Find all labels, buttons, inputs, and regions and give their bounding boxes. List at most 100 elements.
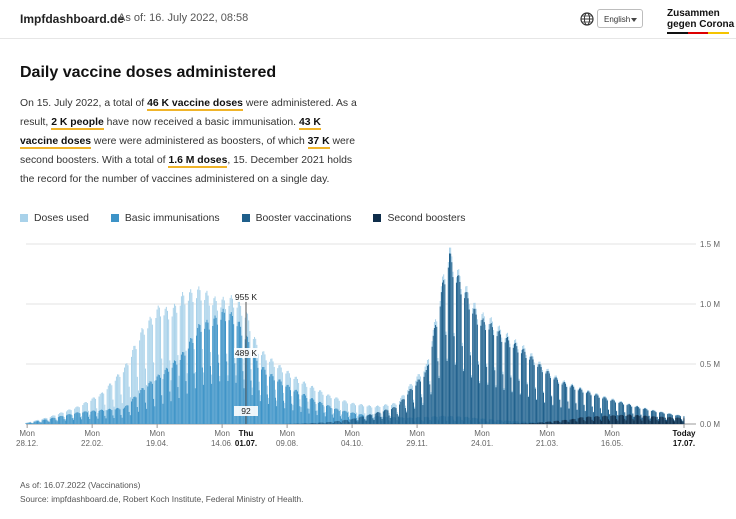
bar-second <box>642 421 643 424</box>
bar-second <box>614 415 615 424</box>
bar-basic <box>278 380 279 424</box>
x-tick-label: Mon <box>149 429 165 438</box>
legend-item-basic-immunisations[interactable]: Basic immunisations <box>111 211 220 225</box>
legend-label: Booster vaccinations <box>256 213 352 224</box>
bar-booster <box>476 315 477 424</box>
bar-booster <box>374 420 375 424</box>
site-name[interactable]: Impfdashboard.de <box>20 12 124 26</box>
legend-item-doses-used[interactable]: Doses used <box>20 211 89 225</box>
bar-booster <box>564 382 565 424</box>
bar-basic <box>104 416 105 424</box>
legend-swatch <box>242 214 250 222</box>
bar-booster <box>464 298 465 424</box>
bar-booster <box>524 352 525 424</box>
bar-second <box>570 420 571 424</box>
bar-second <box>675 418 676 424</box>
bar-booster <box>368 415 369 424</box>
bar-booster <box>415 386 416 424</box>
bar-second <box>628 415 629 424</box>
bar-basic <box>111 410 112 424</box>
bar-basic <box>327 405 328 424</box>
bar-second <box>552 423 553 424</box>
language-select[interactable]: English <box>597 9 643 28</box>
bar-booster <box>363 417 364 424</box>
bar-second <box>596 416 597 424</box>
bar-basic <box>140 390 141 424</box>
bar-basic <box>44 420 45 424</box>
bar-basic <box>299 406 300 424</box>
bar-second <box>615 416 616 424</box>
bar-booster <box>361 417 362 425</box>
bar-basic <box>30 423 31 424</box>
bar-second <box>674 421 675 424</box>
bar-basic <box>287 385 288 424</box>
bar-basic <box>108 409 109 424</box>
zusammen-gegen-corona-logo[interactable]: Zusammen gegen Corona <box>667 8 734 34</box>
bar-booster <box>456 283 457 424</box>
bar-second <box>580 417 581 424</box>
daily-doses-chart[interactable]: 0.0 M0.5 M1.0 M1.5 M Mon28.12.Mon22.02.M… <box>0 228 736 466</box>
bar-second <box>542 422 543 424</box>
bar-booster <box>520 394 521 424</box>
legend-label: Basic immunisations <box>125 213 220 224</box>
bar-basic <box>174 360 175 424</box>
globe-icon[interactable] <box>580 12 594 26</box>
bar-basic <box>288 385 289 424</box>
bar-basic <box>268 404 269 424</box>
bar-basic <box>103 411 104 424</box>
y-tick-label: 0.5 M <box>700 360 720 369</box>
bar-booster <box>455 365 456 424</box>
bar-booster <box>403 399 404 424</box>
bar-basic <box>83 412 84 424</box>
bar-booster <box>404 399 405 424</box>
bar-second <box>680 418 681 424</box>
bar-basic <box>251 381 252 424</box>
bar-second <box>557 421 558 424</box>
bar-booster <box>318 423 319 424</box>
bar-booster <box>437 361 438 424</box>
bar-second <box>646 416 647 424</box>
bar-booster <box>511 378 512 424</box>
bar-booster <box>342 421 343 424</box>
bar-second <box>663 417 664 424</box>
bar-booster <box>339 421 340 424</box>
bar-second <box>538 423 539 424</box>
bar-basic <box>54 418 55 424</box>
bar-basic <box>129 412 130 424</box>
x-tick-label: 29.11. <box>406 439 428 448</box>
bar-basic <box>42 420 43 424</box>
bar-second <box>666 421 667 424</box>
bar-second <box>644 416 645 424</box>
bar-basic <box>296 390 297 424</box>
bar-booster <box>387 410 388 424</box>
bar-booster <box>512 392 513 424</box>
bar-booster <box>527 384 528 424</box>
bar-second <box>548 422 549 424</box>
bar-second <box>589 417 590 424</box>
bar-second <box>616 419 617 424</box>
chevron-down-icon <box>631 18 637 22</box>
legend-item-booster-vaccinations[interactable]: Booster vaccinations <box>242 211 352 225</box>
y-axis: 0.0 M 0.5 M 1.0 M 1.5 M <box>700 240 720 429</box>
bar-basic <box>110 409 111 424</box>
bar-basic <box>269 377 270 424</box>
bar-basic <box>147 386 148 424</box>
bar-booster <box>338 421 339 424</box>
bar-basic <box>224 313 225 424</box>
bar-basic <box>180 360 181 424</box>
bar-booster <box>407 395 408 424</box>
bar-second <box>665 420 666 424</box>
bar-basic <box>309 414 310 424</box>
legend-item-second-boosters[interactable]: Second boosters <box>373 211 465 225</box>
bar-booster <box>429 384 430 424</box>
bar-second <box>625 420 626 424</box>
bar-booster <box>516 346 517 424</box>
bar-basic <box>262 367 263 424</box>
bar-booster <box>473 309 474 424</box>
bar-basic <box>100 410 101 424</box>
bar-booster <box>350 420 351 424</box>
bar-basic <box>155 380 156 424</box>
bar-basic <box>323 405 324 424</box>
bar-basic <box>162 404 163 424</box>
bar-booster <box>417 382 418 424</box>
